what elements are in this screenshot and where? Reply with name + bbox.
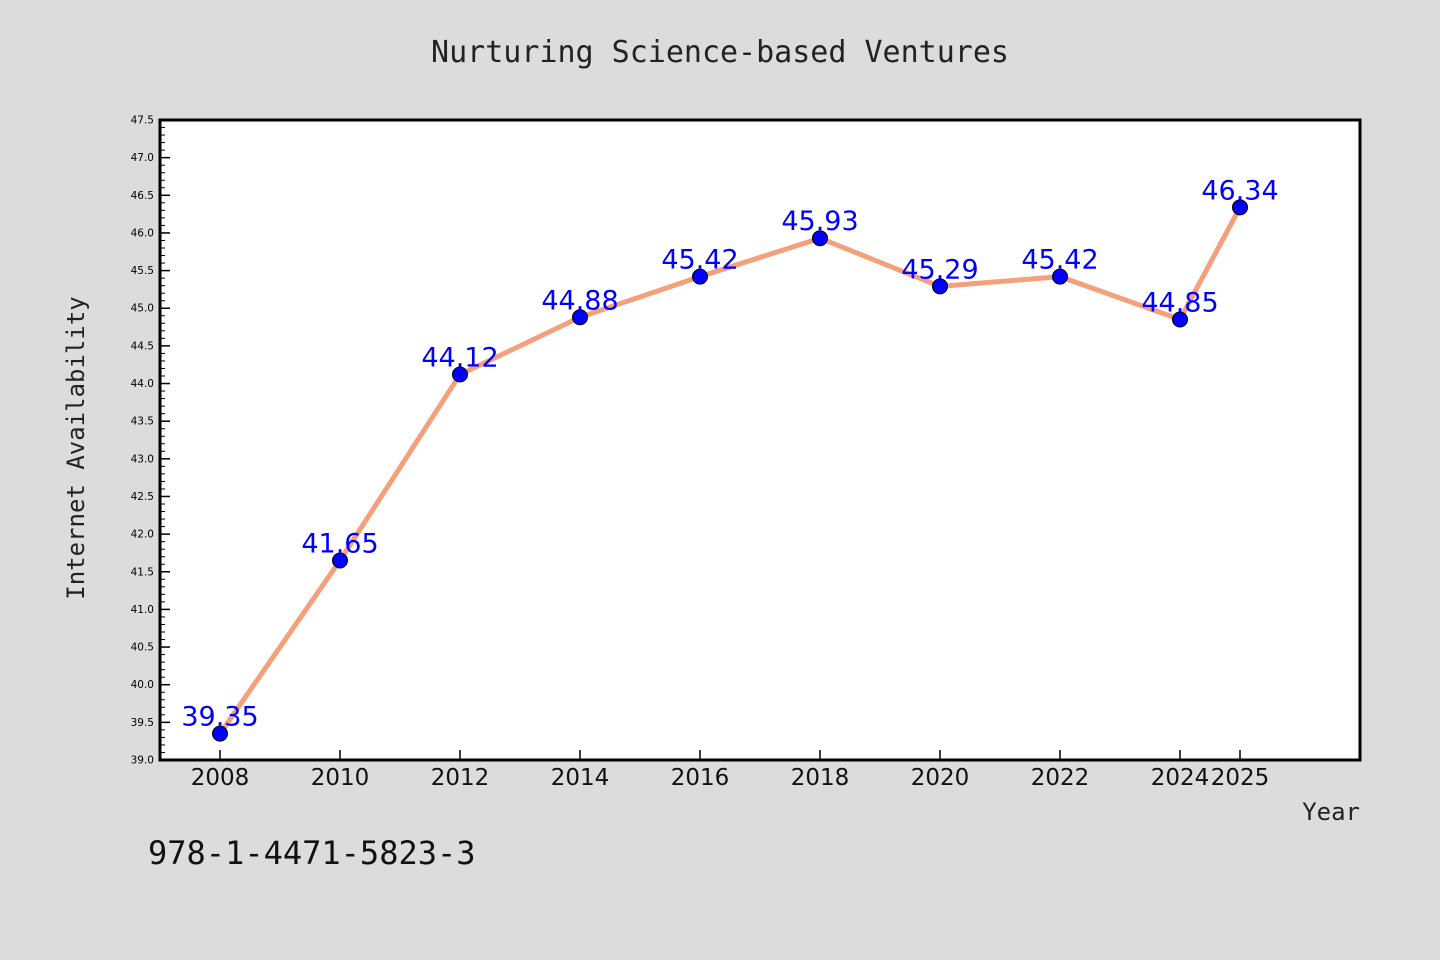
y-axis-label: Internet Availability bbox=[62, 296, 90, 599]
data-point bbox=[212, 725, 228, 742]
y-tick-label: 47.5 bbox=[131, 115, 154, 127]
x-tick-label: 2024 bbox=[1151, 765, 1210, 791]
data-label: 45.42 bbox=[1021, 245, 1098, 276]
data-point bbox=[332, 552, 348, 569]
y-tick-label: 46.5 bbox=[131, 190, 154, 202]
data-point bbox=[452, 366, 468, 383]
y-tick-label: 41.5 bbox=[131, 566, 154, 578]
data-label: 46.34 bbox=[1201, 175, 1278, 206]
data-label: 44.12 bbox=[421, 342, 498, 373]
data-label: 44.85 bbox=[1141, 288, 1218, 319]
y-tick-label: 40.5 bbox=[131, 642, 154, 654]
y-axis: 39.0 39.5 40.0 40.5 41.0 41.5 42.0 42.5 43.0 43.5… bbox=[131, 115, 170, 767]
y-tick-label: 43.0 bbox=[131, 453, 154, 465]
x-tick-label: 2010 bbox=[311, 765, 370, 791]
x-axis-label: Year bbox=[1302, 798, 1360, 826]
data-point bbox=[692, 268, 708, 285]
y-tick-label: 42.0 bbox=[131, 529, 154, 541]
data-label: 45.93 bbox=[781, 206, 858, 237]
data-point bbox=[812, 230, 828, 247]
plot-frame bbox=[158, 118, 1362, 762]
x-tick-label: 2018 bbox=[791, 765, 850, 791]
y-tick-label: 45.5 bbox=[131, 265, 154, 277]
x-tick-label: 2025 bbox=[1211, 765, 1270, 791]
series-line bbox=[217, 204, 1243, 737]
data-point bbox=[1232, 199, 1248, 216]
data-labels: 39.35 41.65 44.12 44.88 45.42 45.93 45.29 45.42… bbox=[181, 175, 1278, 732]
data-label: 45.42 bbox=[661, 245, 738, 276]
y-tick-label: 45.0 bbox=[131, 303, 154, 315]
y-tick-label: 39.5 bbox=[131, 717, 154, 729]
data-label: 44.88 bbox=[541, 285, 618, 316]
x-tick-label: 2022 bbox=[1031, 765, 1090, 791]
data-label: 39.35 bbox=[181, 702, 258, 733]
data-label: 45.29 bbox=[901, 254, 978, 285]
y-tick-label: 41.0 bbox=[131, 604, 154, 616]
data-point bbox=[1172, 311, 1188, 328]
y-tick-label: 43.5 bbox=[131, 416, 154, 428]
y-tick-label: 39.0 bbox=[131, 755, 154, 767]
y-tick-label: 40.0 bbox=[131, 679, 154, 691]
x-tick-label: 2008 bbox=[191, 765, 250, 791]
data-point bbox=[1052, 268, 1068, 285]
x-tick-label: 2020 bbox=[911, 765, 970, 791]
data-markers bbox=[212, 199, 1248, 742]
isbn-annotation: 978-1-4471-5823-3 bbox=[148, 834, 476, 872]
data-point bbox=[932, 278, 948, 295]
x-axis: 2008 2010 2012 2014 2016 2018 2020 2022 2024 2025 bbox=[191, 750, 1270, 791]
x-tick-label: 2016 bbox=[671, 765, 730, 791]
y-tick-label: 42.5 bbox=[131, 491, 154, 503]
y-tick-label: 46.0 bbox=[131, 227, 154, 239]
y-tick-label: 44.5 bbox=[131, 340, 154, 352]
x-tick-label: 2012 bbox=[431, 765, 490, 791]
chart-title: Nurturing Science-based Ventures bbox=[431, 35, 1009, 70]
data-label: 41.65 bbox=[301, 528, 378, 559]
y-tick-label: 44.0 bbox=[131, 378, 154, 390]
x-tick-label: 2014 bbox=[551, 765, 610, 791]
plot-area bbox=[160, 120, 1360, 760]
data-point bbox=[572, 309, 588, 326]
y-tick-label: 47.0 bbox=[131, 152, 154, 164]
